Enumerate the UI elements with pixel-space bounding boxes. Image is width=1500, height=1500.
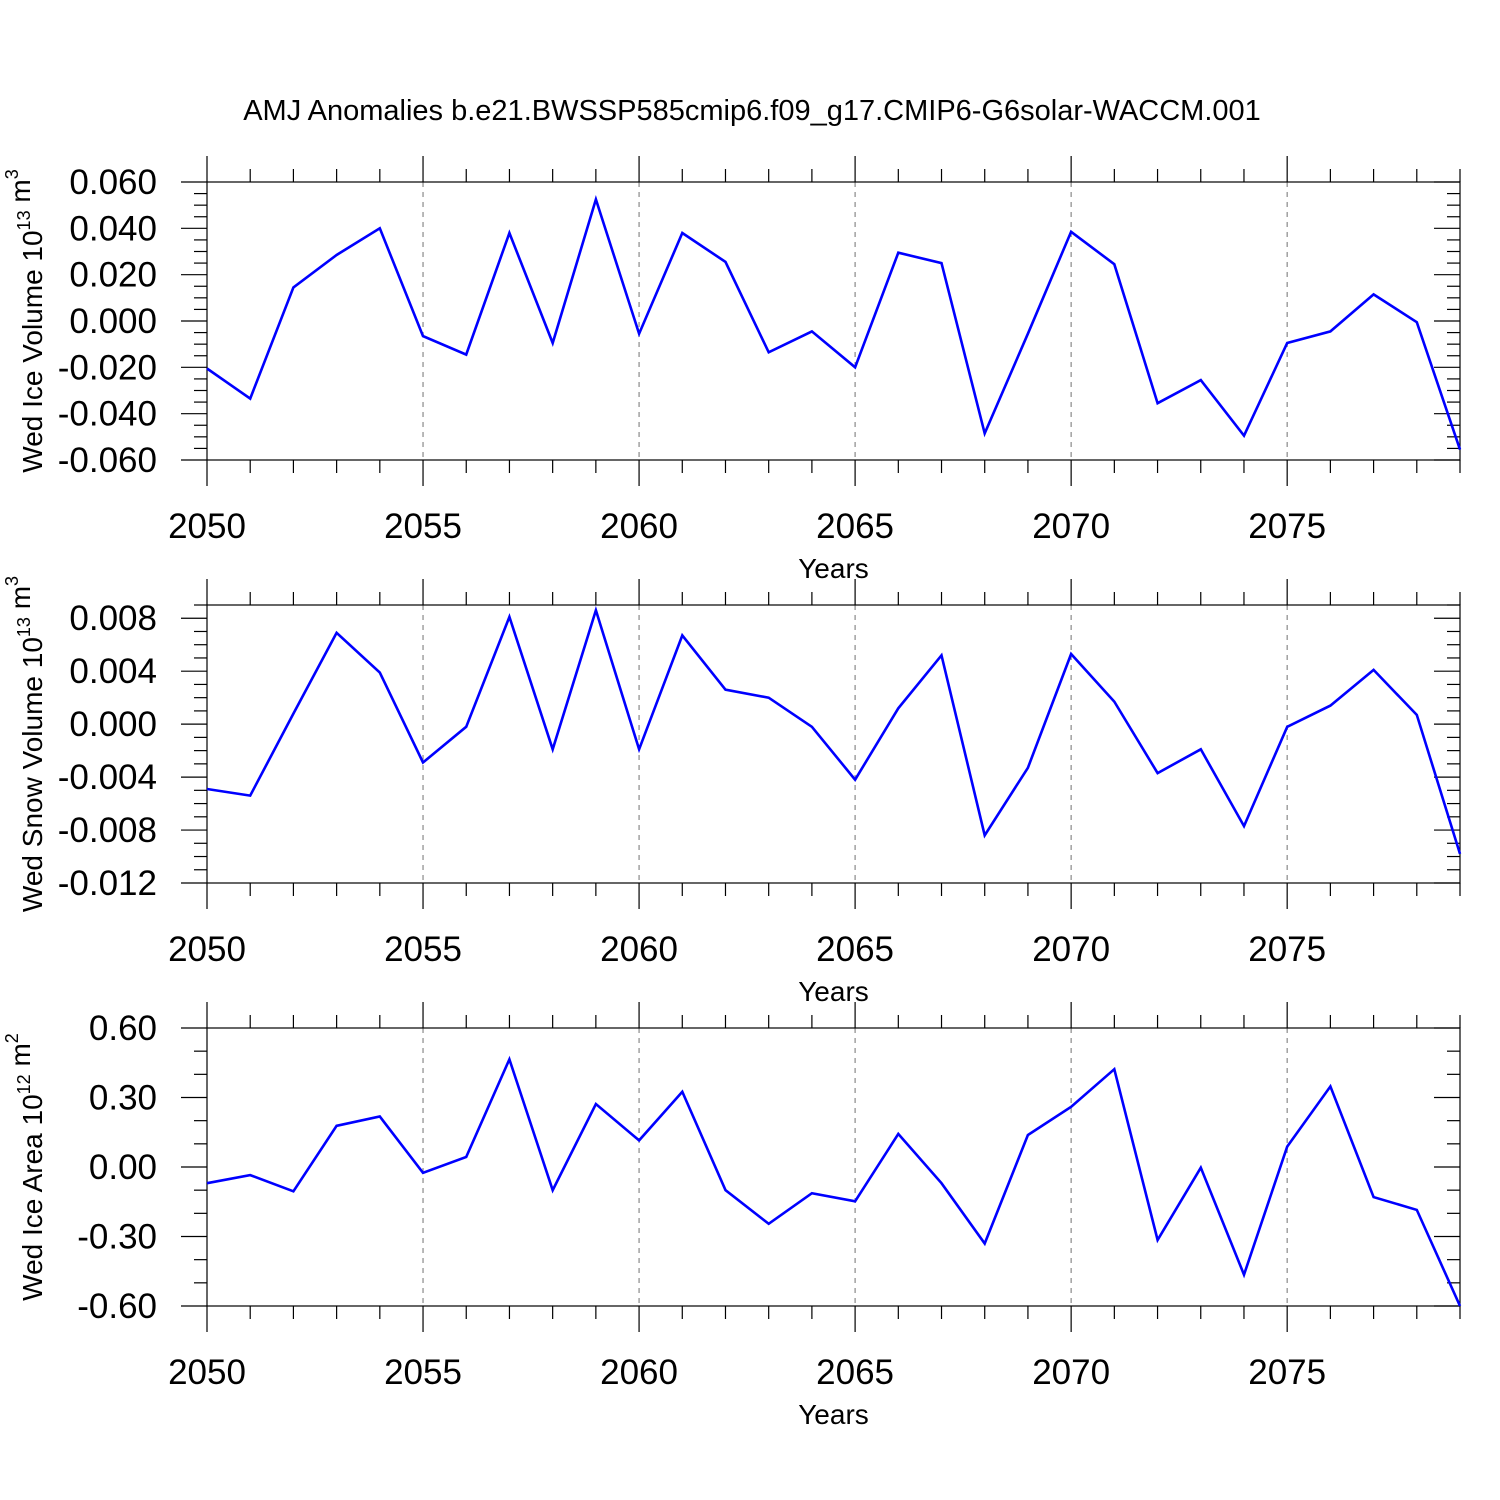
y-tick-label: 0.040	[69, 209, 157, 248]
x-tick-label: 2060	[600, 507, 678, 546]
x-tick-label: 2065	[816, 930, 894, 969]
plot-frame	[206, 181, 1461, 461]
x-tick-label: 2055	[384, 1353, 462, 1392]
x-axis-title: Years	[798, 553, 869, 584]
plot-frame	[206, 1027, 1461, 1307]
series-line	[206, 195, 1462, 451]
y-tick-label: -0.30	[77, 1218, 157, 1257]
x-tick-label: 2060	[600, 1353, 678, 1392]
y-tick-label: -0.004	[58, 758, 157, 797]
y-tick-label: 0.000	[69, 302, 157, 341]
y-tick-label: 0.060	[69, 163, 157, 202]
x-tick-label: 2050	[168, 1353, 246, 1392]
y-tick-label: -0.020	[58, 348, 157, 387]
chart-panel-2: -0.012 -0.008 -0.004 0.000 0.004 0.008 2050 205…	[2, 576, 1462, 1007]
y-tick-label: -0.060	[58, 441, 157, 480]
x-tick-label: 2055	[384, 930, 462, 969]
x-tick-label: 2065	[816, 1353, 894, 1392]
x-tick-label: 2060	[600, 930, 678, 969]
plot-frame	[206, 604, 1461, 884]
y-tick-label: 0.000	[69, 705, 157, 744]
x-tick-label: 2050	[168, 507, 246, 546]
x-tick-label: 2075	[1248, 930, 1326, 969]
y-tick-label: -0.012	[58, 864, 157, 903]
x-tick-label: 2070	[1032, 507, 1110, 546]
y-tick-label: 0.020	[69, 256, 157, 295]
y-tick-label: -0.040	[58, 395, 157, 434]
x-tick-label: 2065	[816, 507, 894, 546]
x-tick-label: 2070	[1032, 1353, 1110, 1392]
y-tick-label: -0.008	[58, 811, 157, 850]
y-axis-title: Wed Snow Volume 1013 m3	[2, 576, 48, 912]
y-tick-label: 0.60	[89, 1009, 157, 1048]
y-axis-title: Wed Ice Volume 1013 m3	[2, 169, 48, 472]
x-tick-label: 2075	[1248, 1353, 1326, 1392]
y-tick-label: 0.008	[69, 599, 157, 638]
chart-panel-3: -0.60 -0.30 0.00 0.30 0.60 2050 2055 2060 2065 20…	[2, 1002, 1462, 1430]
series-line	[206, 1055, 1462, 1307]
y-tick-label: 0.30	[89, 1079, 157, 1118]
y-axis-title: Wed Ice Area 1012 m2	[2, 1033, 48, 1301]
figure-title: AMJ Anomalies b.e21.BWSSP585cmip6.f09_g1…	[243, 95, 1261, 127]
y-tick-label: 0.004	[69, 652, 157, 691]
y-tick-label: 0.00	[89, 1148, 157, 1187]
y-tick-label: -0.60	[77, 1287, 157, 1326]
x-tick-label: 2055	[384, 507, 462, 546]
chart-panel-1: -0.060 -0.040 -0.020 0.000 0.020 0.040 0.060 20…	[2, 156, 1462, 584]
x-tick-label: 2070	[1032, 930, 1110, 969]
x-tick-label: 2050	[168, 930, 246, 969]
x-axis-title: Years	[798, 1399, 869, 1430]
x-axis-title: Years	[798, 976, 869, 1007]
x-tick-label: 2075	[1248, 507, 1326, 546]
panels: -0.060 -0.040 -0.020 0.000 0.020 0.040 0.060 20…	[2, 156, 1462, 1430]
series-line	[206, 605, 1462, 855]
